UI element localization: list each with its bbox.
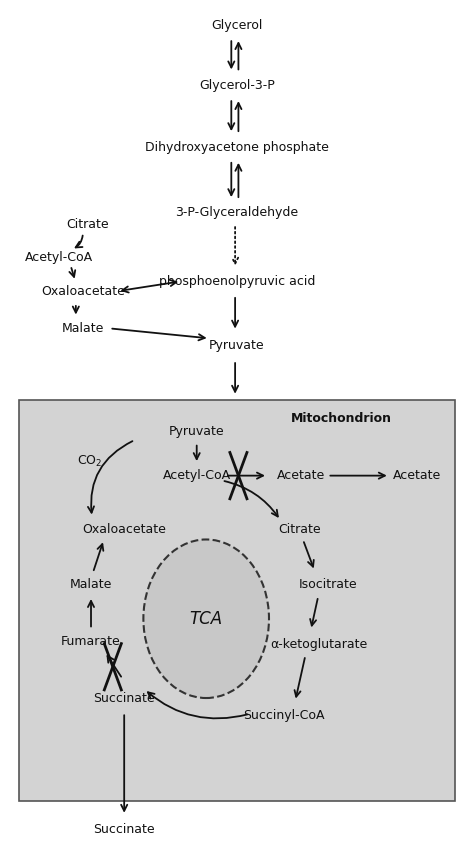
Text: TCA: TCA bbox=[190, 609, 223, 628]
Text: Pyruvate: Pyruvate bbox=[169, 424, 225, 438]
Text: Succinyl-CoA: Succinyl-CoA bbox=[243, 709, 324, 722]
Text: Glycerol: Glycerol bbox=[211, 19, 263, 33]
Text: Glycerol-3-P: Glycerol-3-P bbox=[199, 79, 275, 93]
Text: Acetyl-CoA: Acetyl-CoA bbox=[163, 469, 231, 482]
Text: Malate: Malate bbox=[62, 321, 104, 335]
Text: Oxaloacetate: Oxaloacetate bbox=[82, 523, 166, 536]
Text: Mitochondrion: Mitochondrion bbox=[291, 411, 392, 425]
Ellipse shape bbox=[143, 540, 269, 698]
Text: Succinate: Succinate bbox=[93, 823, 155, 836]
Text: Oxaloacetate: Oxaloacetate bbox=[41, 285, 125, 298]
Text: Pyruvate: Pyruvate bbox=[209, 339, 265, 352]
FancyBboxPatch shape bbox=[19, 400, 455, 801]
Text: phosphoenolpyruvic acid: phosphoenolpyruvic acid bbox=[159, 274, 315, 288]
Text: Acetate: Acetate bbox=[277, 469, 325, 482]
Text: Malate: Malate bbox=[70, 578, 112, 591]
Text: α-ketoglutarate: α-ketoglutarate bbox=[270, 638, 367, 651]
Text: Citrate: Citrate bbox=[66, 218, 109, 231]
Text: Citrate: Citrate bbox=[278, 523, 321, 536]
Text: Acetate: Acetate bbox=[393, 469, 441, 482]
Text: Succinate: Succinate bbox=[93, 692, 155, 705]
Text: Acetyl-CoA: Acetyl-CoA bbox=[25, 250, 93, 264]
Text: Isocitrate: Isocitrate bbox=[299, 578, 357, 591]
Text: Dihydroxyacetone phosphate: Dihydroxyacetone phosphate bbox=[145, 141, 329, 154]
Text: 3-P-Glyceraldehyde: 3-P-Glyceraldehyde bbox=[175, 206, 299, 219]
Text: Fumarate: Fumarate bbox=[61, 634, 121, 648]
Text: CO$_2$: CO$_2$ bbox=[77, 453, 103, 469]
